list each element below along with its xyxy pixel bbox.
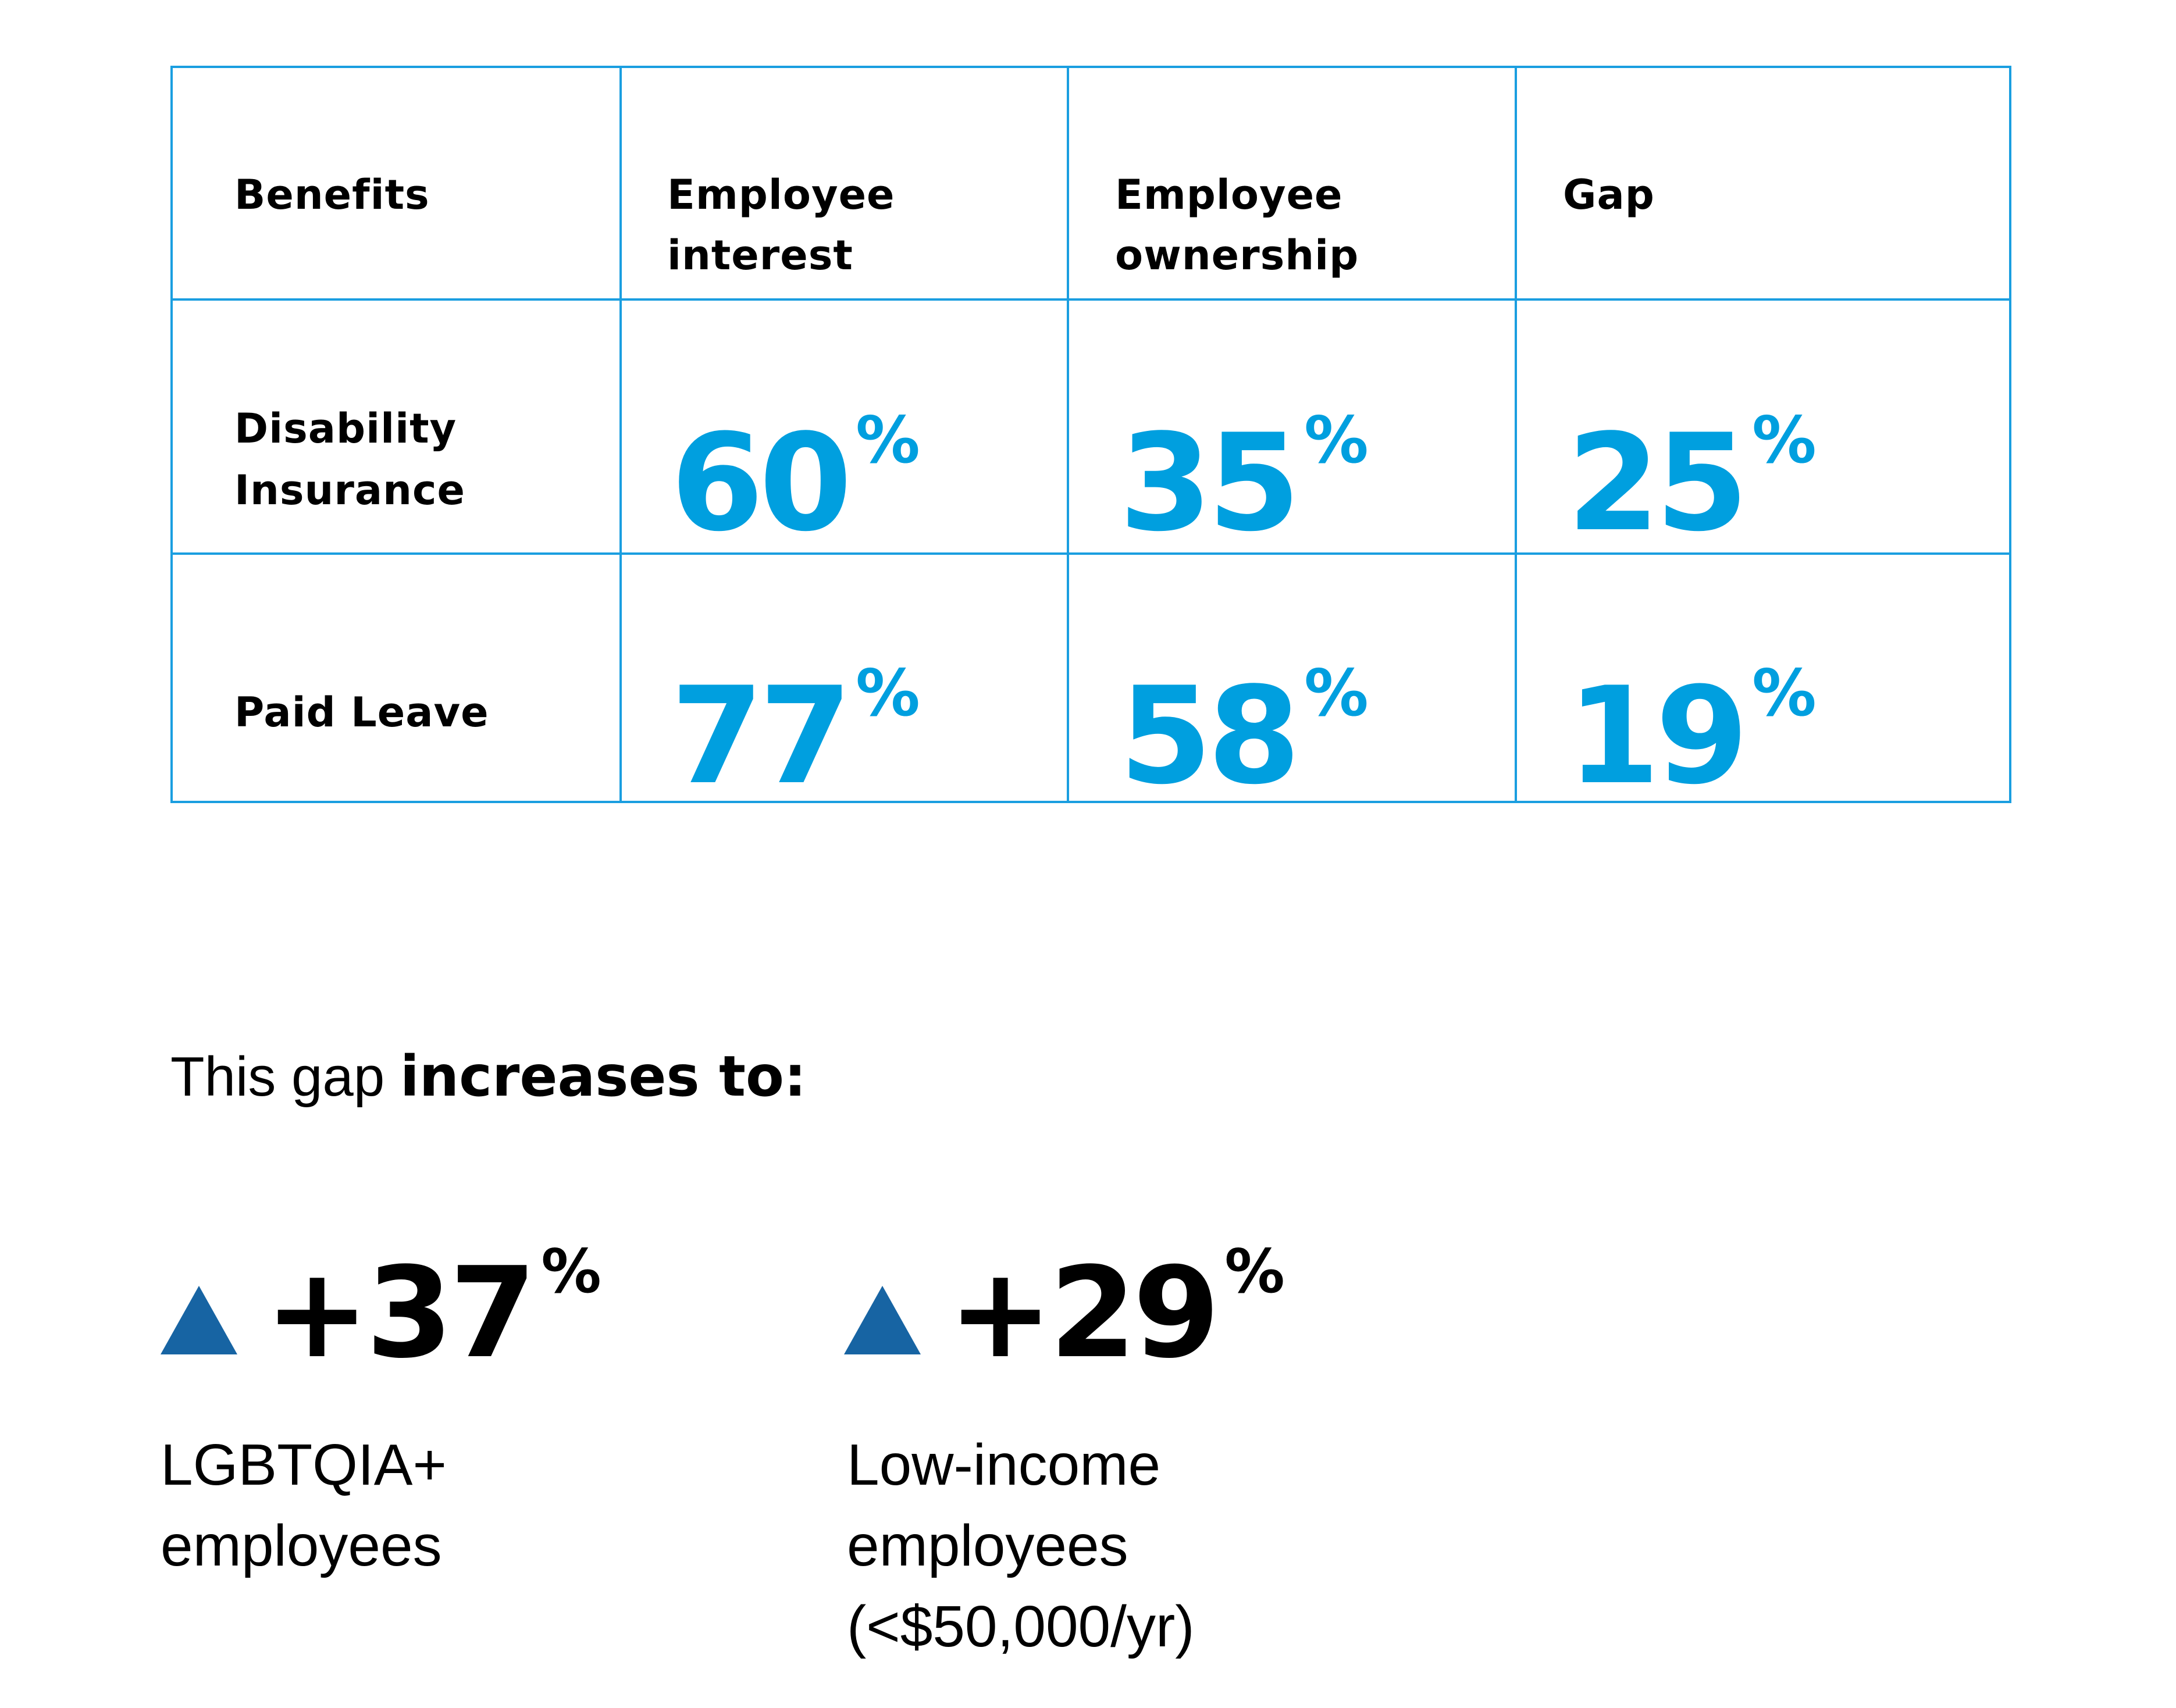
header-benefits: Benefits: [234, 165, 430, 225]
heading-bold: increases to:: [400, 1044, 807, 1109]
label-line: (<$50,000/yr): [847, 1594, 1195, 1659]
header-text: Employee: [1115, 171, 1343, 219]
heading-normal: This gap: [170, 1046, 400, 1108]
stat-value: +37: [265, 1240, 536, 1386]
value: 25: [1567, 406, 1748, 561]
header-text: Employee: [667, 171, 895, 219]
header-employee-ownership: Employee ownership: [1115, 165, 1359, 286]
row-divider: [173, 298, 2009, 301]
value: 60: [671, 406, 852, 561]
header-text: Benefits: [234, 171, 430, 219]
row-label-text: Insurance: [234, 466, 465, 514]
benefits-table: Benefits Employee interest Employee owners…: [170, 66, 2011, 804]
column-divider: [1067, 68, 1069, 801]
value-disability-gap: 25%: [1567, 409, 1817, 551]
value: 35: [1119, 406, 1301, 561]
percent-sign: %: [1752, 404, 1817, 478]
triangle-up-icon: [161, 1286, 237, 1354]
value-paid-leave-interest: 77%: [671, 662, 920, 804]
row-label-disability-insurance: Disability Insurance: [234, 398, 465, 521]
column-divider: [619, 68, 622, 801]
header-text: Gap: [1563, 171, 1655, 219]
header-text: interest: [667, 231, 853, 279]
percent-sign: %: [1752, 657, 1817, 731]
percent-sign: %: [1224, 1237, 1285, 1307]
row-label-text: Disability: [234, 405, 457, 452]
label-line: employees: [847, 1513, 1128, 1578]
row-label-text: Paid Leave: [234, 689, 489, 736]
label-line: LGBTQIA+: [161, 1432, 447, 1497]
percent-sign: %: [1304, 657, 1369, 731]
percent-sign: %: [856, 657, 920, 731]
stat-label-low-income: Low-income employees (<$50,000/yr): [847, 1425, 1195, 1667]
value: 19: [1567, 659, 1748, 814]
value: 77: [671, 659, 852, 814]
triangle-up-icon: [844, 1286, 921, 1354]
percent-sign: %: [541, 1237, 601, 1307]
label-line: Low-income: [847, 1432, 1161, 1497]
percent-sign: %: [1304, 404, 1369, 478]
stat-lgbtqia: +37%: [265, 1242, 601, 1375]
gap-increase-heading: This gap increases to:: [170, 1044, 806, 1109]
header-text: ownership: [1115, 231, 1359, 279]
column-divider: [1515, 68, 1517, 801]
value-paid-leave-gap: 19%: [1567, 662, 1817, 804]
value-paid-leave-ownership: 58%: [1119, 662, 1369, 804]
label-line: employees: [161, 1513, 442, 1578]
row-label-paid-leave: Paid Leave: [234, 682, 489, 743]
stat-label-lgbtqia: LGBTQIA+ employees: [161, 1425, 447, 1586]
stat-value: +29: [948, 1240, 1220, 1386]
row-divider: [173, 552, 2009, 555]
value-disability-ownership: 35%: [1119, 409, 1369, 551]
value-disability-interest: 60%: [671, 409, 920, 551]
percent-sign: %: [856, 404, 920, 478]
header-gap: Gap: [1563, 165, 1655, 225]
value: 58: [1119, 659, 1301, 814]
stat-low-income: +29%: [948, 1242, 1285, 1375]
header-employee-interest: Employee interest: [667, 165, 895, 286]
